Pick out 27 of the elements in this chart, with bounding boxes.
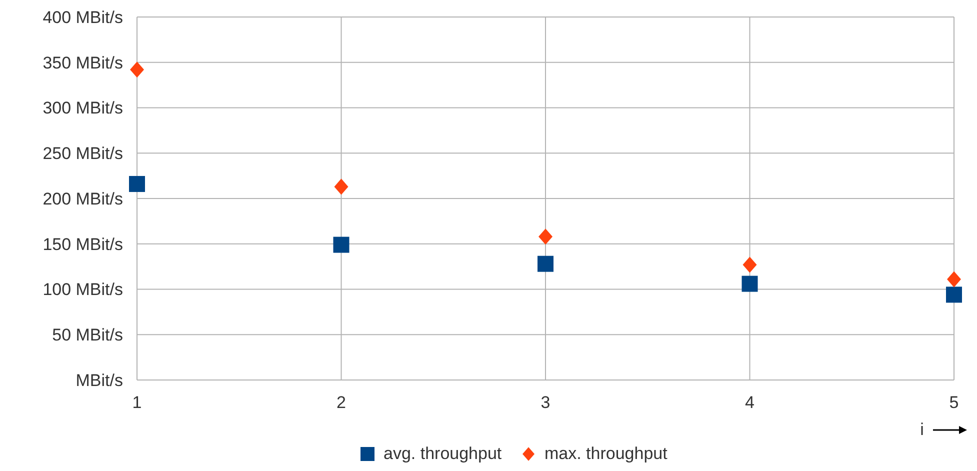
point <box>130 62 144 78</box>
point <box>742 256 757 273</box>
point <box>334 178 348 195</box>
legend-label: avg. throughput <box>384 444 502 463</box>
point <box>538 256 554 272</box>
point <box>538 228 552 245</box>
x-tick-label: 4 <box>745 393 754 412</box>
legend-label: max. throughput <box>544 444 668 463</box>
y-tick-label: 100 MBit/s <box>42 280 123 300</box>
y-tick-label: 200 MBit/s <box>42 189 123 208</box>
y-tick-label: 350 MBit/s <box>42 53 123 72</box>
y-tick-label: 250 MBit/s <box>42 144 123 164</box>
point <box>742 276 758 292</box>
y-tick-label: 50 MBit/s <box>52 326 123 345</box>
y-tick-label: 400 MBit/s <box>42 8 123 27</box>
point <box>333 236 350 253</box>
y-tick-label: MBit/s <box>76 370 123 390</box>
x-tick-label: 1 <box>132 393 142 412</box>
point <box>946 286 962 303</box>
point <box>129 176 145 192</box>
x-tick-label: 2 <box>336 393 346 412</box>
point <box>947 271 961 288</box>
x-tick-label: 3 <box>540 393 550 412</box>
x-axis-title: i <box>920 420 924 439</box>
x-tick-label: 5 <box>949 393 959 412</box>
y-tick-label: 150 MBit/s <box>42 234 123 254</box>
y-tick-label: 300 MBit/s <box>42 98 123 118</box>
